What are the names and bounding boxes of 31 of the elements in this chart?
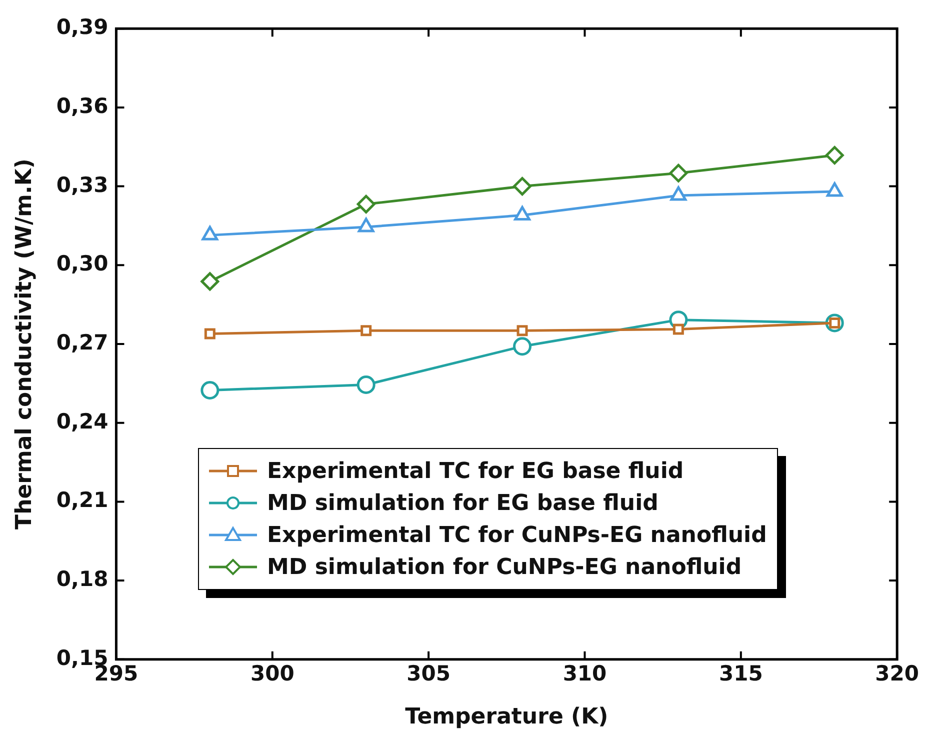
point — [200, 381, 220, 400]
point — [356, 194, 376, 214]
x-tick-label: 305 — [406, 661, 450, 686]
point — [360, 325, 372, 336]
x-tick-label: 310 — [562, 661, 607, 686]
x-tick-label: 320 — [875, 661, 920, 686]
point — [200, 272, 220, 291]
y-tick-label: 0,24 — [56, 409, 108, 434]
y-tick-label: 0,30 — [56, 252, 108, 276]
y-tick-label: 0,33 — [56, 172, 108, 197]
point — [669, 164, 688, 182]
y-tick-label: 0,39 — [56, 15, 108, 40]
legend-label: MD simulation for CuNPs-EG nanofluid — [267, 554, 742, 580]
y-tick-label: 0,18 — [56, 567, 108, 592]
point — [825, 146, 844, 165]
y-axis-title: Thermal conductivity (W/m.K) — [12, 158, 37, 530]
point — [204, 328, 216, 340]
legend-label: Experimental TC for EG base fluid — [267, 458, 684, 484]
y-tick-label: 0,21 — [56, 488, 108, 512]
point — [513, 337, 532, 356]
legend-label: Experimental TC for CuNPs-EG nanofluid — [267, 522, 767, 548]
point — [513, 177, 532, 196]
y-tick-label: 0,27 — [56, 330, 108, 354]
point — [672, 324, 684, 335]
point — [356, 375, 376, 394]
legend-label: MD simulation for EG base fluid — [267, 490, 658, 516]
x-tick-label: 315 — [718, 661, 763, 686]
x-axis-title: Temperature (K) — [405, 704, 608, 730]
point — [516, 325, 528, 336]
x-tick-label: 300 — [250, 661, 294, 686]
y-tick-label: 0,36 — [56, 94, 108, 118]
